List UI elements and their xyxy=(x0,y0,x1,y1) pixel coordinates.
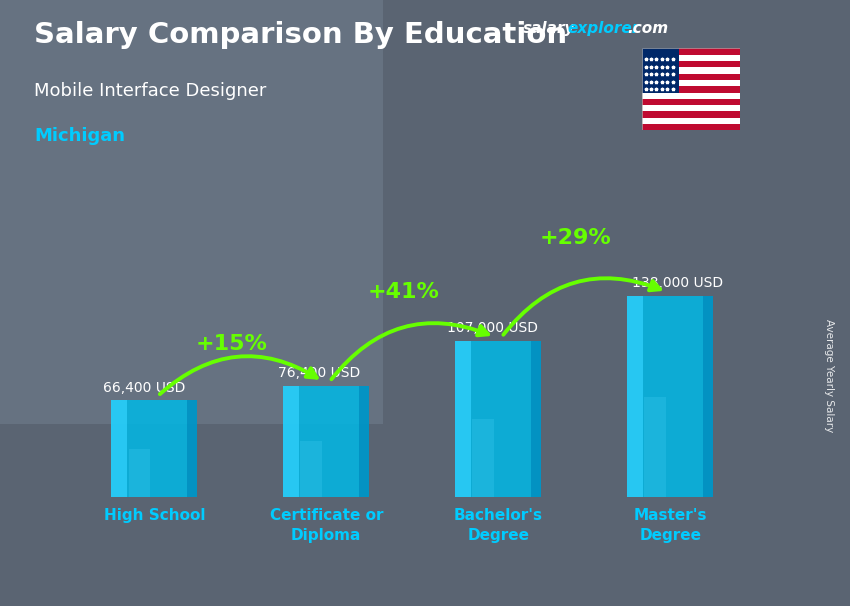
Bar xyxy=(456,341,471,497)
Bar xyxy=(642,48,740,55)
Bar xyxy=(456,341,541,497)
Text: .com: .com xyxy=(627,21,668,36)
Bar xyxy=(644,396,666,497)
Bar xyxy=(187,401,197,497)
Bar xyxy=(703,296,713,497)
Text: 66,400 USD: 66,400 USD xyxy=(103,381,185,395)
Bar xyxy=(473,419,494,497)
Bar xyxy=(642,48,679,93)
Bar xyxy=(359,386,369,497)
Text: Michigan: Michigan xyxy=(34,127,125,145)
Bar xyxy=(531,341,541,497)
Bar xyxy=(642,118,740,124)
Text: 76,400 USD: 76,400 USD xyxy=(278,366,360,380)
Bar xyxy=(283,386,298,497)
Bar xyxy=(627,296,713,497)
Bar xyxy=(627,296,643,497)
Text: Average Yearly Salary: Average Yearly Salary xyxy=(824,319,834,432)
Text: Mobile Interface Designer: Mobile Interface Designer xyxy=(34,82,266,100)
Text: 107,000 USD: 107,000 USD xyxy=(446,321,538,336)
Bar xyxy=(642,55,740,61)
Bar xyxy=(642,93,740,99)
Bar xyxy=(111,401,197,497)
Bar xyxy=(642,112,740,118)
Bar xyxy=(283,386,369,497)
Bar xyxy=(642,105,740,112)
Bar xyxy=(642,67,740,74)
Bar xyxy=(642,86,740,93)
Text: Salary Comparison By Education: Salary Comparison By Education xyxy=(34,21,567,49)
Text: explorer: explorer xyxy=(568,21,640,36)
Bar xyxy=(301,441,322,497)
Text: +41%: +41% xyxy=(368,282,439,302)
Bar xyxy=(128,448,150,497)
Bar xyxy=(642,74,740,80)
Bar xyxy=(642,124,740,130)
Text: +15%: +15% xyxy=(196,334,268,354)
Bar xyxy=(642,80,740,86)
Text: +29%: +29% xyxy=(540,228,611,248)
Bar xyxy=(642,99,740,105)
Text: salary: salary xyxy=(523,21,575,36)
Bar xyxy=(642,61,740,67)
Bar xyxy=(111,401,127,497)
Text: 138,000 USD: 138,000 USD xyxy=(632,276,723,290)
